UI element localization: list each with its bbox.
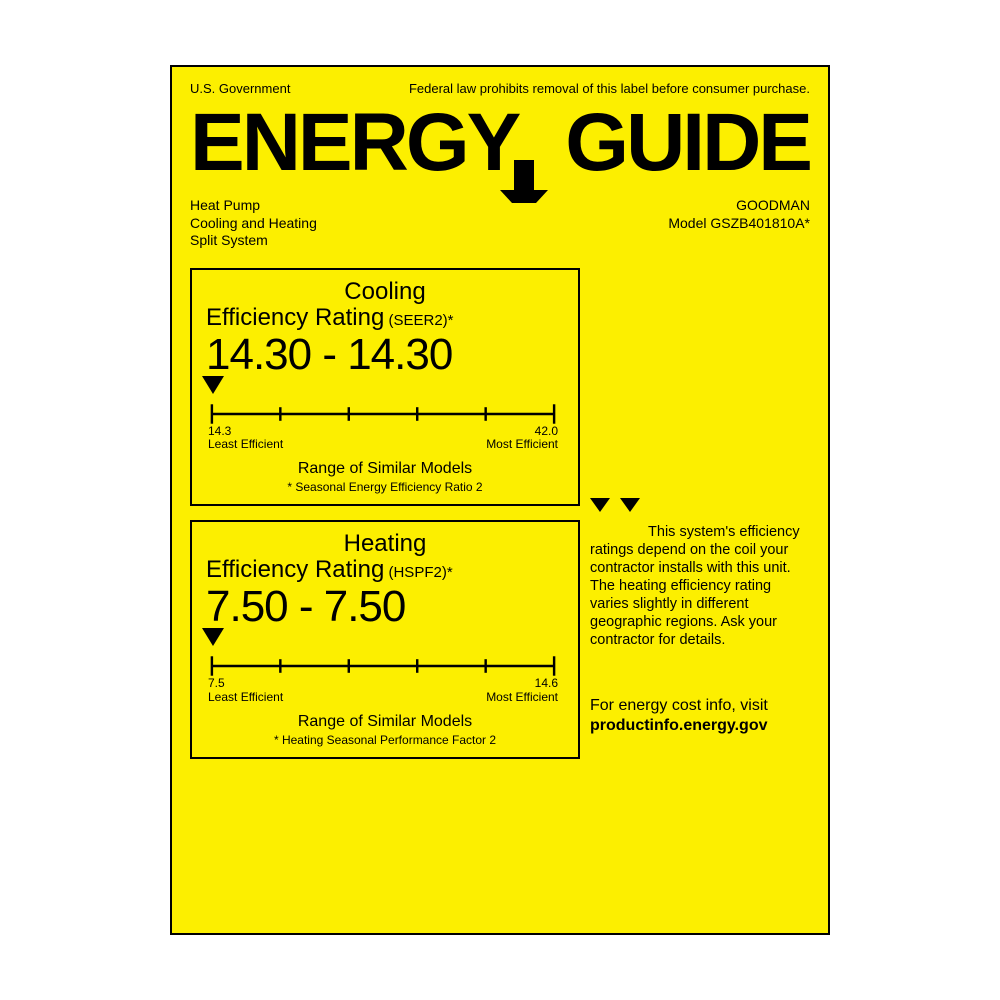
cooling-metric: (SEER2)* (384, 312, 453, 329)
heating-metric: (HSPF2)* (384, 564, 452, 581)
header-top-row: U.S. Government Federal law prohibits re… (190, 81, 810, 96)
cooling-box: Cooling Efficiency Rating (SEER2)* 14.30… (190, 268, 580, 507)
gov-text: U.S. Government (190, 81, 290, 96)
heating-title: Heating (206, 530, 564, 558)
visit-text: For energy cost info, visit (590, 696, 810, 716)
cooling-footnote: * Seasonal Energy Efficiency Ratio 2 (206, 480, 564, 494)
energyguide-logo: ENERGY GUIDE (190, 98, 810, 203)
cooling-subtitle: Efficiency Rating (206, 304, 384, 331)
heating-box: Heating Efficiency Rating (HSPF2)* 7.50 … (190, 520, 580, 759)
model: Model GSZB401810A* (668, 215, 810, 233)
law-text: Federal law prohibits removal of this la… (409, 81, 810, 96)
product-brand-model: GOODMAN Model GSZB401810A* (668, 197, 810, 250)
heating-value: 7.50 - 7.50 (206, 582, 564, 632)
product-line3: Split System (190, 232, 317, 250)
heating-subtitle: Efficiency Rating (206, 556, 384, 583)
cooling-scale: 14.3 Least Efficient 42.0 Most Efficient (206, 401, 564, 453)
heating-range-label: Range of Similar Models (206, 713, 564, 731)
cooling-title: Cooling (206, 278, 564, 306)
cooling-scale-min: 14.3 Least Efficient (208, 425, 283, 453)
logo-text-guide: GUIDE (565, 98, 810, 188)
rating-boxes: Cooling Efficiency Rating (SEER2)* 14.30… (190, 268, 580, 773)
main-content: Cooling Efficiency Rating (SEER2)* 14.30… (190, 268, 810, 773)
energy-guide-label: U.S. Government Federal law prohibits re… (170, 65, 830, 935)
heating-scale-max: 14.6 Most Efficient (486, 677, 558, 705)
cooling-value: 14.30 - 14.30 (206, 330, 564, 380)
product-line2: Cooling and Heating (190, 215, 317, 233)
sidebar-note: XXXXXXThis system's efficiency ratings d… (590, 523, 810, 650)
brand: GOODMAN (668, 197, 810, 215)
product-line1: Heat Pump (190, 197, 317, 215)
product-type: Heat Pump Cooling and Heating Split Syst… (190, 197, 317, 250)
cooling-range-label: Range of Similar Models (206, 460, 564, 478)
heating-scale: 7.5 Least Efficient 14.6 Most Efficient (206, 653, 564, 705)
visit-url: productinfo.energy.gov (590, 716, 810, 736)
product-info-row: Heat Pump Cooling and Heating Split Syst… (190, 197, 810, 250)
marker-pair-icon (590, 498, 810, 519)
sidebar: XXXXXXThis system's efficiency ratings d… (590, 268, 810, 773)
heating-footnote: * Heating Seasonal Performance Factor 2 (206, 733, 564, 747)
cooling-scale-max: 42.0 Most Efficient (486, 425, 558, 453)
logo-text-energy: ENERGY (190, 98, 521, 188)
heating-scale-min: 7.5 Least Efficient (208, 677, 283, 705)
